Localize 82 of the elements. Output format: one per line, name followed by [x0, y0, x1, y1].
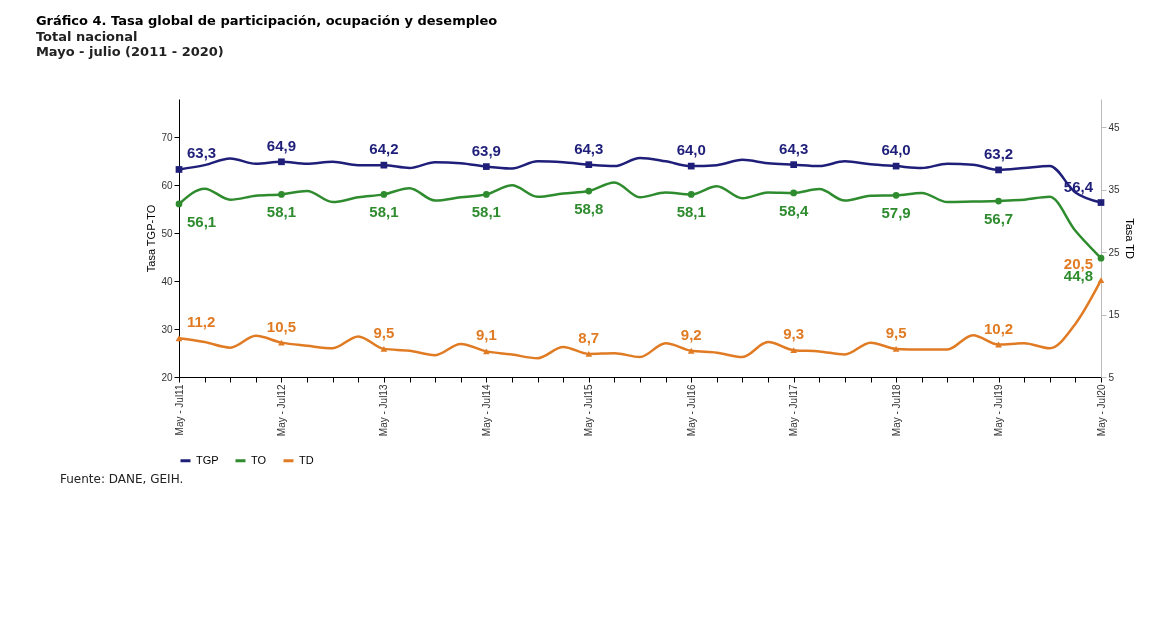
point — [1097, 254, 1105, 262]
data-label: 58,1 — [676, 203, 706, 221]
data-label: 9,5 — [373, 323, 395, 341]
data-label: 64,0 — [676, 141, 706, 159]
data-label: 56,7 — [983, 210, 1014, 228]
x-tick-label: May - Jul15 — [583, 384, 595, 437]
x-tick-label: May - Jul12 — [275, 384, 287, 437]
data-label: 64,3 — [574, 139, 604, 157]
point — [790, 189, 798, 197]
data-label: 58,8 — [574, 200, 604, 218]
data-label: 8,7 — [578, 328, 600, 346]
point — [175, 166, 183, 173]
data-label: 58,1 — [266, 203, 297, 221]
data-label: 11,2 — [187, 313, 216, 331]
x-tick-label: May - Jul20 — [1095, 384, 1107, 437]
data-label: 58,4 — [779, 201, 809, 219]
source-note: Fuente: DANE, GEIH. — [60, 472, 185, 486]
chart-subtitle: Total nacional Mayo - julio (2011 - 2020) — [35, 29, 224, 59]
data-label: 64,0 — [881, 141, 911, 159]
point — [585, 350, 593, 357]
y-tick-label: 50 — [161, 227, 173, 239]
y-axis-title: Tasa TGP-TO — [145, 204, 158, 273]
x-tick-label: May - Jul11 — [173, 384, 185, 436]
point — [892, 345, 900, 352]
point — [482, 191, 490, 198]
x-tick-label: May - Jul19 — [993, 384, 1005, 437]
x-tick-label: May - Jul16 — [685, 384, 697, 437]
data-label: 10,5 — [266, 317, 297, 335]
x-tick-label: May - Jul13 — [378, 384, 390, 437]
point — [995, 197, 1002, 205]
point — [585, 187, 593, 195]
data-label: 63,9 — [471, 141, 501, 159]
data-label: 9,3 — [783, 325, 805, 343]
y2-tick-label: 35 — [1108, 184, 1121, 196]
x-tick-label: May - Jul18 — [890, 384, 902, 437]
data-label: 9,1 — [475, 326, 497, 344]
point — [585, 161, 593, 169]
point — [380, 191, 388, 198]
legend-label: TGP — [196, 453, 219, 466]
data-label: 63,3 — [187, 144, 217, 162]
point — [687, 162, 695, 170]
data-label: 9,2 — [680, 325, 702, 343]
point — [1097, 199, 1105, 206]
point — [790, 161, 798, 169]
y2-tick-label: 25 — [1108, 246, 1121, 258]
data-label: 64,3 — [779, 139, 809, 157]
chart-title: Gráfico 4. Tasa global de participación, ocupación y desempleo — [35, 13, 498, 28]
data-label: 64,9 — [266, 136, 297, 154]
y2-axis-title: Tasa TD — [1123, 218, 1136, 259]
y-tick-label: 20 — [161, 371, 173, 383]
x-tick-label: May - Jul14 — [480, 384, 492, 437]
data-label: 64,2 — [369, 140, 399, 158]
y2-tick-label: 15 — [1108, 309, 1121, 321]
y-tick-label: 30 — [161, 323, 173, 335]
y-tick-label: 70 — [161, 131, 173, 143]
data-label: 9,5 — [885, 323, 907, 341]
y-tick-label: 40 — [161, 275, 173, 287]
y2-tick-label: 5 — [1108, 371, 1115, 383]
point — [278, 339, 285, 346]
point — [175, 335, 183, 342]
point — [687, 347, 695, 354]
point — [687, 191, 695, 198]
y-tick-label: 60 — [161, 179, 173, 191]
data-label: 57,9 — [881, 204, 911, 222]
data-label: 58,1 — [471, 203, 501, 221]
x-tick-label: May - Jul17 — [788, 384, 800, 437]
data-label: 63,2 — [983, 144, 1014, 162]
point — [892, 191, 900, 199]
point — [482, 163, 490, 170]
point — [1097, 277, 1105, 284]
legend-label: TD — [299, 453, 314, 466]
legend-label: TO — [251, 453, 267, 466]
point — [380, 345, 388, 352]
point — [175, 200, 183, 208]
point — [278, 191, 285, 198]
point — [995, 166, 1002, 174]
data-label: 10,2 — [983, 319, 1014, 337]
data-label: 58,1 — [369, 203, 399, 221]
data-label: 56,1 — [187, 212, 217, 230]
point — [278, 158, 285, 166]
point — [790, 347, 798, 354]
y2-tick-label: 45 — [1108, 121, 1121, 133]
